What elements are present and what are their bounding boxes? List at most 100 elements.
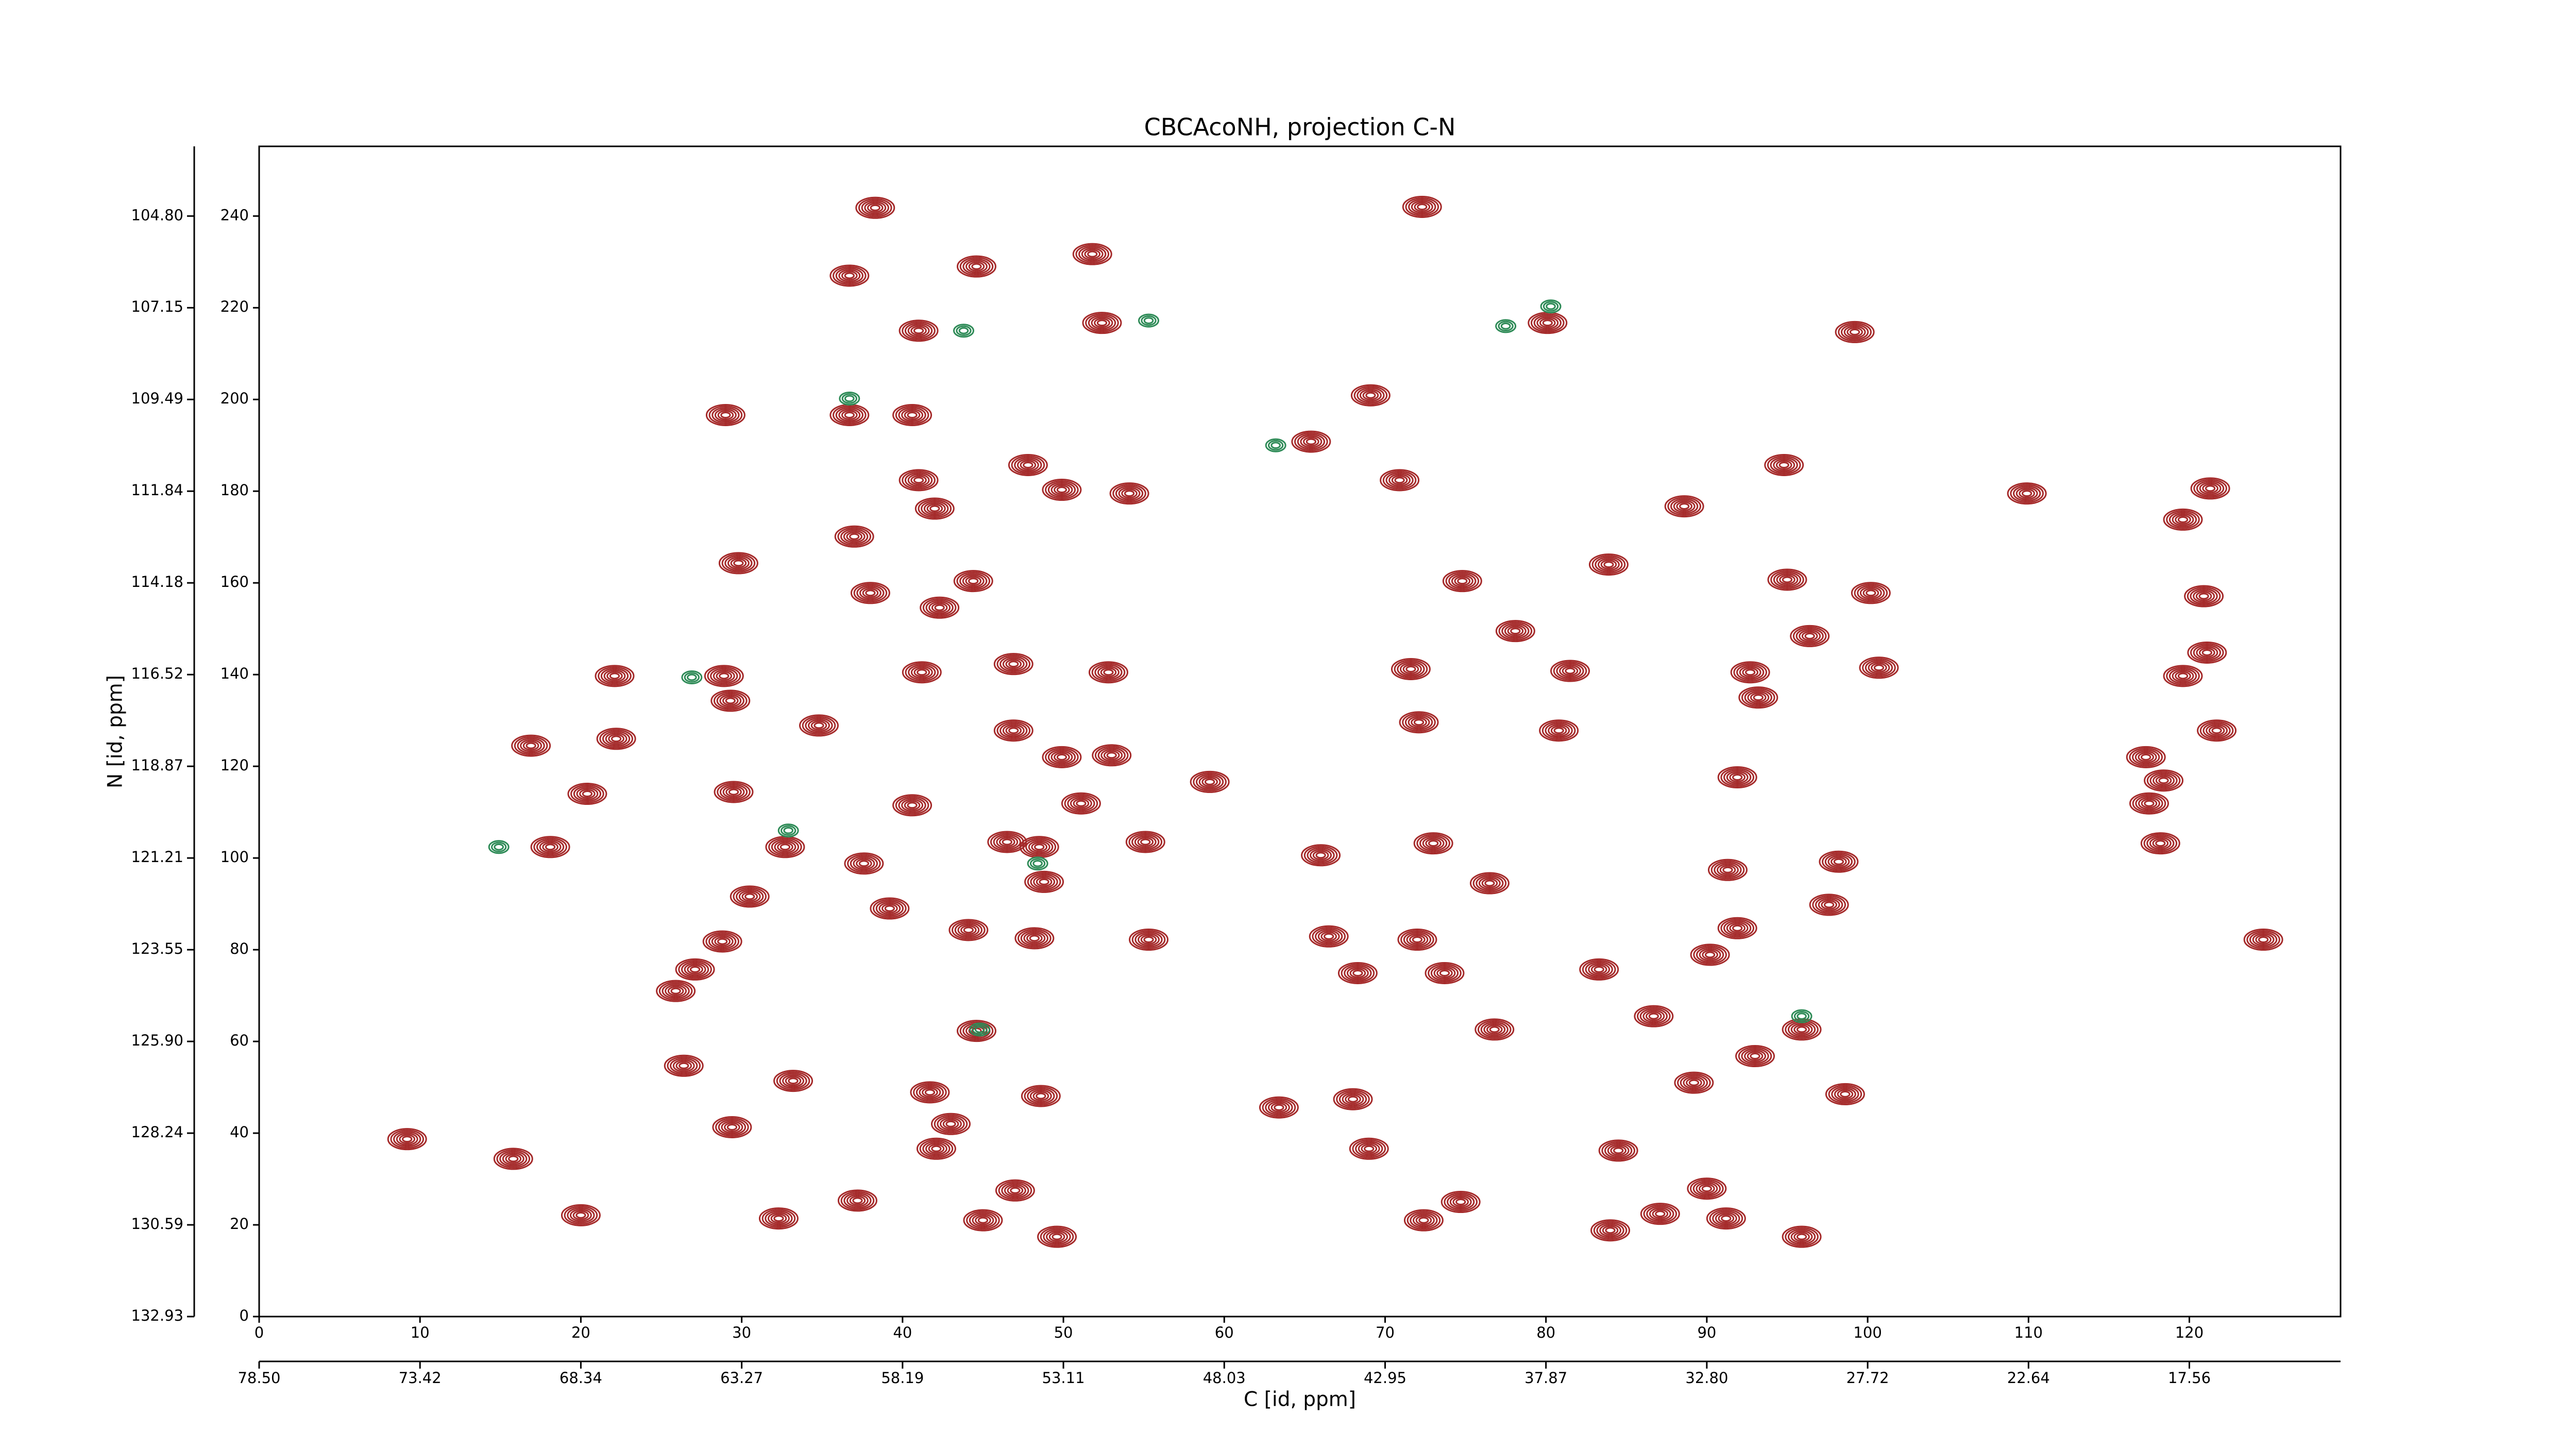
contour-ring	[1380, 469, 1420, 492]
contour-ring	[1767, 455, 1801, 475]
contour-ring	[807, 719, 830, 732]
contour-ring	[996, 721, 1031, 740]
contour-ring	[1840, 1090, 1851, 1098]
peak	[2163, 665, 2203, 687]
contour-ring	[1087, 250, 1098, 258]
peak	[561, 1204, 601, 1226]
contour-ring	[1721, 1215, 1732, 1222]
contour-ring	[1599, 1224, 1622, 1237]
contour-ring	[1539, 318, 1556, 328]
contour-ring	[1750, 693, 1767, 703]
contour-ring	[576, 787, 599, 801]
y2-tick-label: 116.52	[131, 665, 183, 682]
contour-ring	[1417, 203, 1428, 210]
peak	[1588, 553, 1629, 576]
contour-ring	[928, 601, 951, 614]
contour-ring	[1735, 1045, 1775, 1068]
peak	[488, 840, 510, 854]
contour-ring	[1425, 962, 1465, 984]
contour-ring	[1692, 1181, 1721, 1197]
contour-ring	[1704, 951, 1716, 958]
contour-ring	[1045, 747, 1079, 767]
contour-ring	[1118, 487, 1141, 500]
contour-ring	[1005, 726, 1022, 736]
contour-ring	[1027, 856, 1048, 871]
contour-ring	[1204, 778, 1215, 785]
contour-ring	[2144, 800, 2155, 807]
contour-ring	[1834, 1087, 1856, 1101]
contour-ring	[837, 1189, 877, 1212]
contour-ring	[602, 731, 631, 747]
contour-ring	[1428, 963, 1462, 983]
contour-ring	[1094, 664, 1123, 681]
contour-ring	[1815, 897, 1843, 913]
contour-ring	[1138, 933, 1160, 947]
contour-ring	[1637, 1006, 1671, 1026]
contour-ring	[892, 794, 933, 817]
contour-ring	[1472, 873, 1507, 893]
peak	[1687, 1177, 1727, 1200]
peak	[1664, 495, 1704, 518]
x-tick-label: 60	[1215, 1324, 1234, 1341]
contour-ring	[1776, 573, 1799, 586]
contour-ring	[2015, 487, 2038, 500]
contour-ring	[1310, 849, 1332, 862]
contour-ring	[675, 1060, 692, 1071]
contour-ring	[1408, 716, 1430, 729]
contour-ring	[1741, 688, 1775, 707]
contour-ring	[996, 835, 1019, 849]
contour-ring	[1115, 485, 1144, 502]
peak	[1125, 831, 1165, 853]
contour-ring	[1447, 1194, 1475, 1210]
contour-ring	[599, 729, 633, 749]
contour-ring	[832, 405, 867, 425]
contour-ring	[1359, 389, 1382, 402]
peak	[1440, 1191, 1481, 1214]
contour-ring	[1719, 865, 1736, 875]
contour-ring	[838, 269, 861, 282]
contour-ring	[494, 843, 504, 851]
contour-ring	[1543, 301, 1559, 312]
contour-ring	[853, 857, 875, 870]
peak	[1859, 656, 1899, 679]
contour-ring	[1770, 457, 1798, 473]
contour-ring	[1402, 664, 1419, 674]
contour-ring	[1670, 498, 1699, 515]
contour-ring	[1405, 665, 1416, 672]
contour-ring	[1040, 1227, 1074, 1246]
contour-ring	[1036, 1092, 1046, 1100]
contour-ring	[1745, 669, 1756, 676]
peak	[987, 831, 1027, 853]
contour-ring	[564, 1205, 598, 1225]
contour-ring	[972, 1024, 988, 1035]
contour-ring	[2168, 511, 2197, 528]
contour-ring	[963, 926, 974, 934]
contour-ring	[1365, 392, 1376, 399]
contour-ring	[924, 1089, 936, 1096]
contour-ring	[1795, 628, 1824, 644]
contour-ring	[975, 1215, 991, 1225]
contour-ring	[1014, 457, 1042, 473]
peak	[710, 689, 751, 712]
contour-ring	[1312, 926, 1346, 946]
contour-ring	[724, 555, 753, 571]
contour-ring	[1137, 837, 1154, 847]
contour-ring	[1357, 387, 1385, 403]
contour-ring	[968, 578, 979, 585]
contour-ring	[1274, 1104, 1284, 1111]
contour-ring	[963, 1209, 1003, 1232]
contour-ring	[488, 840, 510, 854]
contour-ring	[1008, 727, 1019, 734]
contour-ring	[2195, 591, 2212, 601]
contour-ring	[1732, 924, 1743, 932]
contour-ring	[1530, 313, 1565, 333]
contour-ring	[658, 981, 693, 1001]
contour-ring	[1673, 500, 1696, 513]
contour-ring	[1347, 1096, 1359, 1103]
contour-ring	[2190, 477, 2230, 500]
contour-ring	[1014, 927, 1055, 950]
peak	[892, 794, 933, 817]
contour-ring	[2190, 588, 2218, 604]
